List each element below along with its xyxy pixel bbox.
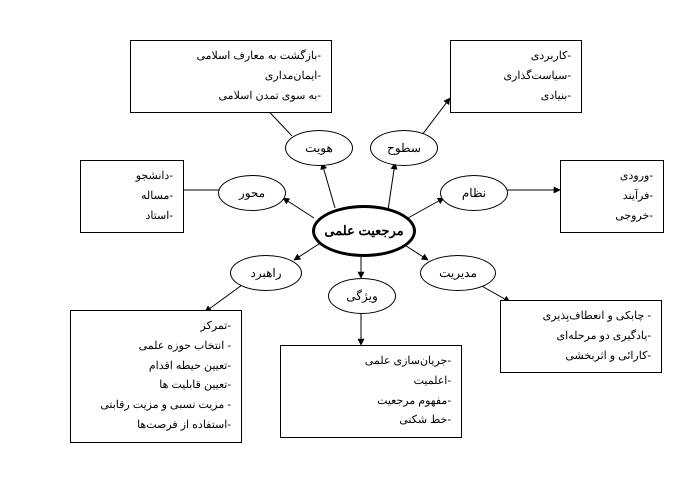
branch-box-mehvar: -دانشجو-مساله-استاد — [80, 160, 184, 233]
branch-ellipse-vizhegi: ویژگی — [328, 278, 396, 314]
box-item: -کارائی و اثربخشی — [511, 347, 651, 367]
branch-box-hoviyat: -بازگشت به معارف اسلامی-ایمان‌مداری-به س… — [130, 40, 332, 113]
box-item: -مفهوم مرجعیت — [291, 392, 451, 412]
box-item: -ایمان‌مداری — [141, 67, 321, 87]
branch-ellipse-sotuh: سطوح — [370, 130, 438, 166]
box-item: -استاد — [91, 207, 173, 227]
box-item: -سیاست‌گذاری — [461, 67, 571, 87]
branch-box-vizhegi: -جریان‌سازی علمی-اعلمیت-مفهوم مرجعیت-خط … — [280, 345, 462, 438]
branch-ellipse-nezam: نظام — [440, 175, 508, 211]
box-item: -تعیین قابلیت ها — [81, 376, 231, 396]
box-item: - انتخاب حوزه علمی — [81, 337, 231, 357]
center-node: مرجعیت علمی — [312, 205, 416, 257]
box-item: -تمرکز — [81, 317, 231, 337]
box-item: -خط شکنی — [291, 411, 451, 431]
box-item: -خروجی — [571, 207, 653, 227]
box-item: -تعیین حیطه اقدام — [81, 357, 231, 377]
branch-box-rahbord: -تمرکز- انتخاب حوزه علمی-تعیین حیطه اقدا… — [70, 310, 242, 443]
box-item: -بازگشت به معارف اسلامی — [141, 47, 321, 67]
branch-box-nezam: -ورودی-فرآیند-خروجی — [560, 160, 664, 233]
branch-ellipse-modiriyat: مدیریت — [420, 255, 496, 291]
box-item: -ورودی — [571, 167, 653, 187]
branch-ellipse-mehvar: محور — [218, 175, 286, 211]
box-item: -استفاده از فرصت‌ها — [81, 416, 231, 436]
box-item: - چابکی و انعطاف‌پذیری — [511, 307, 651, 327]
box-item: -جریان‌سازی علمی — [291, 352, 451, 372]
box-item: -یادگیری دو مرحله‌ای — [511, 327, 651, 347]
box-item: -بنیادی — [461, 87, 571, 107]
branch-box-sotuh: -کاربردی-سیاست‌گذاری-بنیادی — [450, 40, 582, 113]
branch-box-modiriyat: - چابکی و انعطاف‌پذیری-یادگیری دو مرحله‌… — [500, 300, 662, 373]
box-item: -مساله — [91, 187, 173, 207]
box-item: - مزیت نسبی و مزیت رقابتی — [81, 396, 231, 416]
box-item: -به سوی تمدن اسلامی — [141, 87, 321, 107]
branch-ellipse-rahbord: راهبرد — [230, 255, 302, 291]
box-item: -دانشجو — [91, 167, 173, 187]
branch-ellipse-hoviyat: هویت — [285, 130, 353, 166]
box-item: -فرآیند — [571, 187, 653, 207]
box-item: -کاربردی — [461, 47, 571, 67]
box-item: -اعلمیت — [291, 372, 451, 392]
